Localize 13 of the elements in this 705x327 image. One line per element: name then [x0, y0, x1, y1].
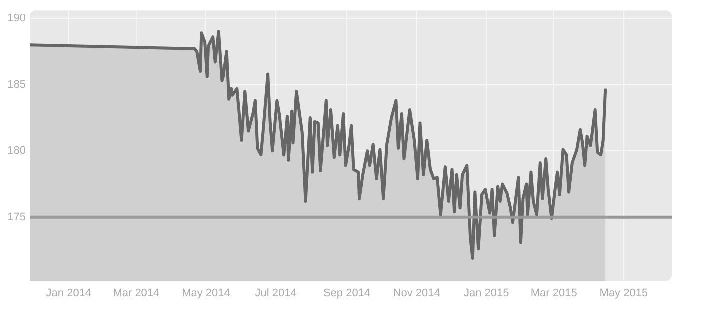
x-tick-label: Sep 2014 [323, 288, 371, 300]
x-tick-label: May 2014 [182, 288, 230, 300]
x-tick-label: Jan 2015 [464, 288, 510, 300]
y-tick-label: 180 [8, 145, 26, 158]
y-tick-label: 190 [8, 12, 26, 25]
y-tick-label: 175 [8, 211, 26, 224]
y-tick-label: 185 [8, 78, 26, 91]
x-tick-label: Mar 2014 [113, 288, 160, 300]
x-tick-label: May 2015 [600, 288, 648, 300]
x-tick-label: Jul 2014 [255, 288, 297, 300]
x-tick-label: Nov 2014 [393, 288, 440, 300]
x-tick-label: Jan 2014 [46, 288, 92, 300]
x-tick-label: Mar 2015 [530, 288, 578, 300]
